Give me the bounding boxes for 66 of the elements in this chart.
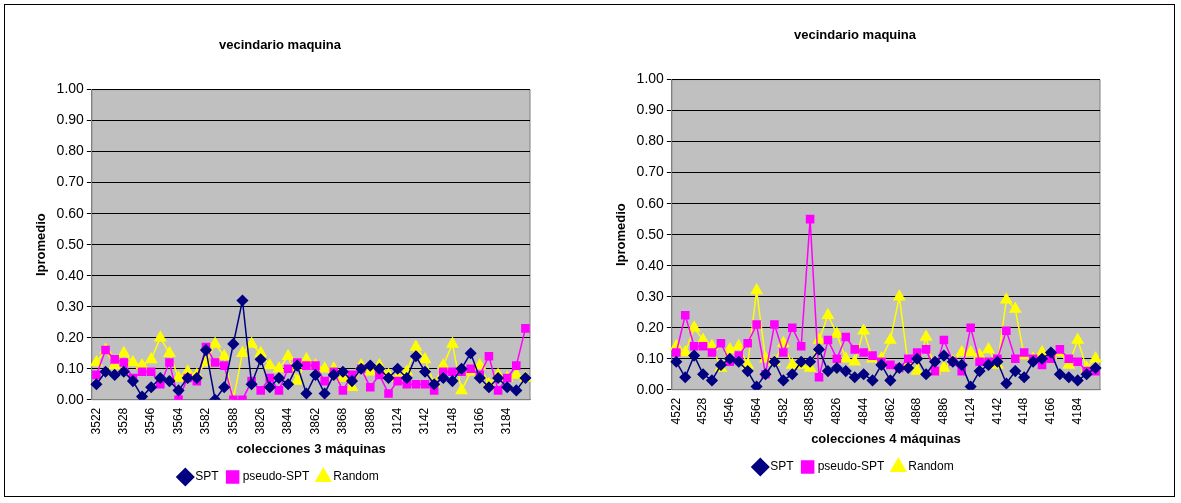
chart-title: vecindario maquina	[218, 37, 342, 53]
y-tick-label: 0.00	[56, 390, 85, 407]
x-tick-label: 4588	[802, 397, 817, 425]
x-tick-label: 4528	[695, 397, 710, 425]
x-tick-label: 3522	[88, 407, 103, 435]
y-tick-label: 0.70	[636, 163, 665, 180]
y-tick-label: 0.60	[636, 194, 665, 211]
x-tick-label: 4862	[882, 397, 897, 425]
x-tick-label: 3124	[389, 407, 404, 435]
x-tick-label: 4844	[855, 397, 870, 425]
x-tick-label: 4522	[668, 397, 683, 425]
x-tick-label: 3528	[116, 407, 131, 435]
y-tick-label: 0.80	[56, 142, 85, 159]
x-tick-label: 4142	[989, 397, 1004, 425]
y-tick-label: 1.00	[56, 80, 85, 97]
x-tick-label: 4124	[962, 397, 977, 425]
x-tick-label: 3166	[472, 407, 487, 435]
y-tick-label: 0.40	[56, 266, 85, 283]
y-tick-label: 1.00	[636, 70, 665, 87]
x-tick-label: 4868	[909, 397, 924, 425]
legend-label: pseudo-SPT	[817, 459, 886, 474]
y-tick-label: 0.50	[636, 225, 665, 242]
x-tick-label: 3148	[444, 407, 459, 435]
x-tick-label: 3582	[198, 407, 213, 435]
y-axis-title: Ipromedio	[613, 203, 629, 267]
legend-label: Random	[333, 469, 379, 484]
y-tick-label: 0.10	[636, 349, 665, 366]
y-tick-label: 0.00	[636, 380, 665, 397]
x-tick-label: 4886	[936, 397, 951, 425]
legend-label: SPT	[195, 469, 220, 484]
y-tick-label: 0.40	[636, 256, 665, 273]
y-tick-label: 0.70	[56, 173, 85, 190]
y-tick-label: 0.20	[56, 328, 85, 345]
x-tick-label: 3142	[417, 407, 432, 435]
y-tick-label: 0.30	[56, 297, 85, 314]
y-tick-label: 0.80	[636, 132, 665, 149]
y-tick-label: 0.10	[56, 359, 85, 376]
x-tick-label: 3564	[170, 407, 185, 435]
x-tick-label: 4546	[722, 397, 737, 425]
chart-title: vecindario maquina	[793, 27, 917, 43]
x-axis-title: colecciones 4 máquinas	[811, 430, 961, 446]
x-tick-label: 3844	[280, 407, 295, 435]
x-tick-label: 4582	[775, 397, 790, 425]
y-tick-label: 0.30	[636, 287, 665, 304]
x-tick-label: 4826	[829, 397, 844, 425]
x-tick-label: 3886	[362, 407, 377, 435]
x-tick-label: 4166	[1043, 397, 1058, 425]
y-tick-label: 0.90	[636, 101, 665, 118]
x-tick-label: 3868	[335, 407, 350, 435]
y-axis-title: Ipromedio	[33, 213, 49, 277]
x-tick-label: 3588	[225, 407, 240, 435]
y-tick-label: 0.50	[56, 235, 85, 252]
y-tick-label: 0.20	[636, 318, 665, 335]
x-tick-label: 3862	[307, 407, 322, 435]
x-axis-title: colecciones 3 máquinas	[236, 440, 386, 456]
x-tick-label: 3546	[143, 407, 158, 435]
legend-label: Random	[908, 459, 954, 474]
legend-label: pseudo-SPT	[242, 469, 311, 484]
x-tick-label: 4148	[1016, 397, 1031, 425]
x-tick-label: 4184	[1070, 397, 1085, 425]
y-tick-label: 0.90	[56, 111, 85, 128]
x-tick-label: 4564	[748, 397, 763, 425]
x-tick-label: 3826	[253, 407, 268, 435]
legend-label: SPT	[770, 459, 795, 474]
y-tick-label: 0.60	[56, 204, 85, 221]
x-tick-label: 3184	[499, 407, 514, 435]
